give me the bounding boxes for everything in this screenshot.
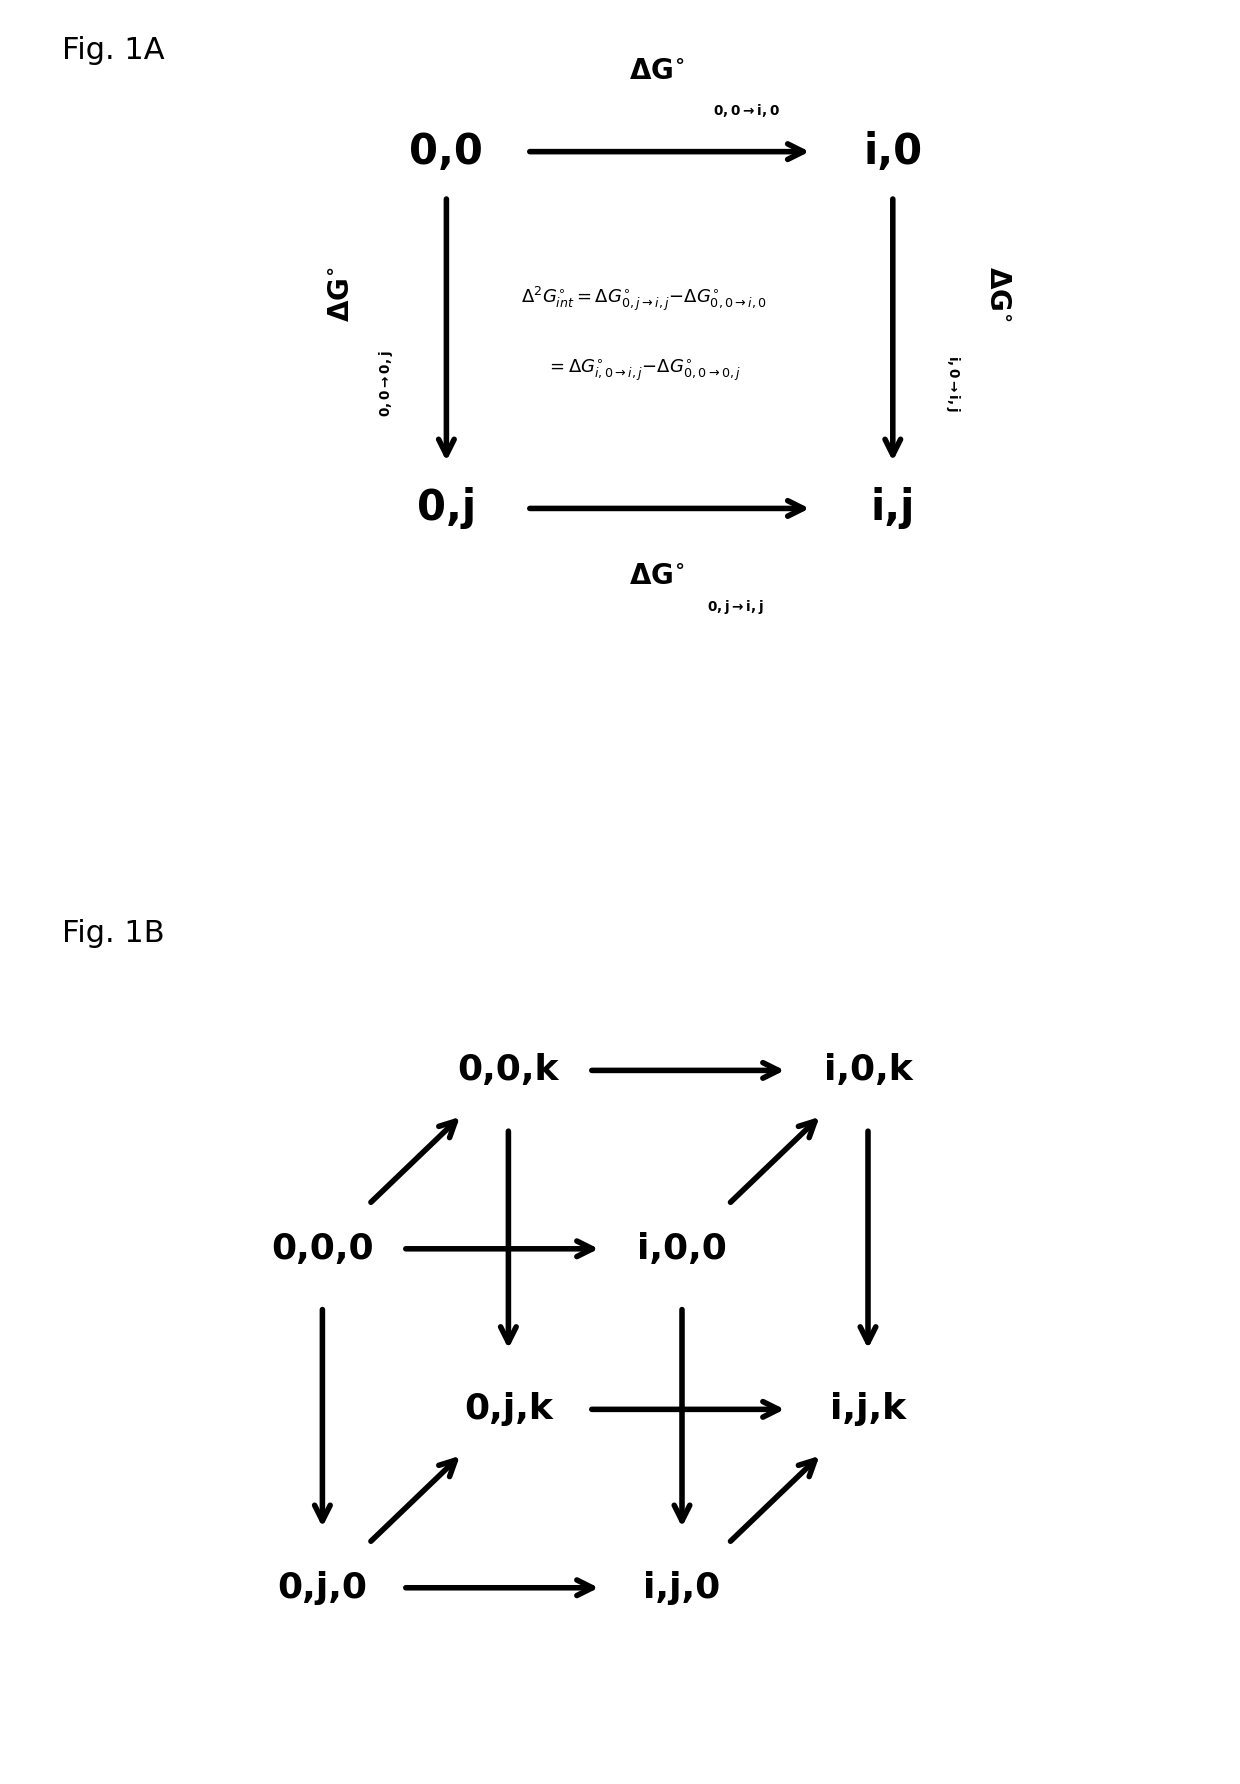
Text: $\mathbf{\Delta G^{\circ}}$: $\mathbf{\Delta G^{\circ}}$ [629,57,686,86]
Text: i,j,k: i,j,k [830,1392,906,1427]
Text: $\mathbf{{}_{0,0 \rightarrow 0,j}}$: $\mathbf{{}_{0,0 \rightarrow 0,j}}$ [377,350,397,417]
Text: 0,0: 0,0 [409,130,484,173]
Text: $\mathbf{\Delta G^{\circ}}$: $\mathbf{\Delta G^{\circ}}$ [327,266,355,323]
Text: i,j: i,j [870,487,915,530]
Text: i,0,0: i,0,0 [637,1231,727,1267]
Text: 0,j: 0,j [417,487,476,530]
Text: $= \Delta G^{\circ}_{i,0 \rightarrow i,j}$$ - \Delta G^{\circ}_{0,0 \rightarrow : $= \Delta G^{\circ}_{i,0 \rightarrow i,j… [546,357,740,384]
Text: Fig. 1A: Fig. 1A [62,36,165,64]
Text: 0,j,k: 0,j,k [464,1392,553,1427]
Text: $\Delta^2G^{\circ}_{int} = \Delta G^{\circ}_{0,j \rightarrow i,j}$$ - \Delta G^{: $\Delta^2G^{\circ}_{int} = \Delta G^{\ci… [521,285,766,312]
Text: 0,0,k: 0,0,k [458,1053,559,1088]
Text: $\mathbf{{}_{0,0 \rightarrow i,0}}$: $\mathbf{{}_{0,0 \rightarrow i,0}}$ [713,102,780,121]
Text: $\mathbf{\Delta G^{\circ}}$: $\mathbf{\Delta G^{\circ}}$ [985,266,1012,323]
Text: Fig. 1B: Fig. 1B [62,919,165,947]
Text: $\mathbf{\Delta G^{\circ}}$: $\mathbf{\Delta G^{\circ}}$ [629,562,686,591]
Text: 0,0,0: 0,0,0 [272,1231,373,1267]
Text: 0,j,0: 0,j,0 [278,1570,367,1606]
Text: $\mathbf{{}_{i,0 \rightarrow i,j}}$: $\mathbf{{}_{i,0 \rightarrow i,j}}$ [942,355,962,412]
Text: i,j,0: i,j,0 [644,1570,720,1606]
Text: i,0: i,0 [863,130,923,173]
Text: $\mathbf{{}_{0,j \rightarrow i,j}}$: $\mathbf{{}_{0,j \rightarrow i,j}}$ [707,598,764,617]
Text: i,0,k: i,0,k [823,1053,913,1088]
